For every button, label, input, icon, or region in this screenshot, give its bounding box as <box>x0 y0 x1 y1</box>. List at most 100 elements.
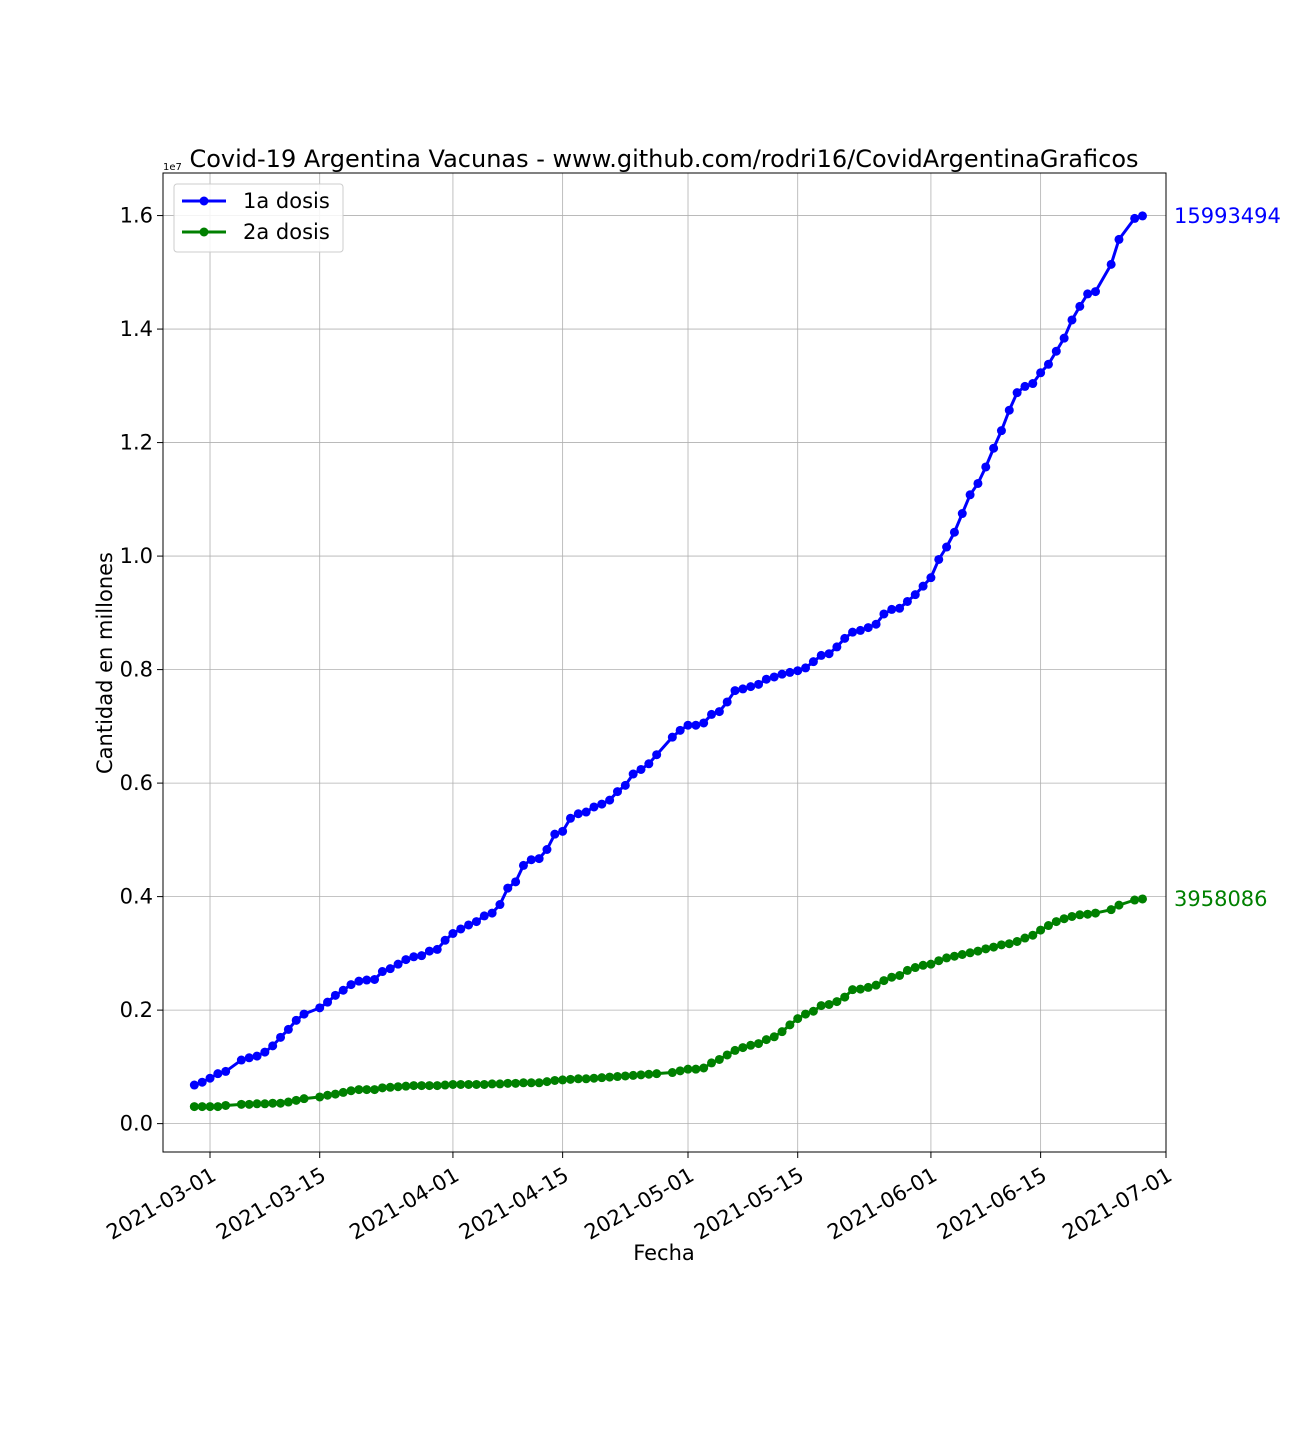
data-point <box>965 948 975 958</box>
data-point <box>291 1095 301 1105</box>
data-point <box>848 627 858 637</box>
data-point <box>1083 909 1093 919</box>
data-point <box>338 985 348 995</box>
data-point <box>1090 908 1100 918</box>
data-point <box>440 1080 450 1090</box>
data-point <box>730 686 740 696</box>
data-point <box>1043 359 1053 369</box>
data-point <box>863 623 873 633</box>
data-point <box>973 946 983 956</box>
data-point <box>738 1043 748 1053</box>
data-point <box>432 944 442 954</box>
data-point <box>902 965 912 975</box>
series-2 <box>189 894 1147 1112</box>
data-point <box>989 942 999 952</box>
data-point <box>636 764 646 774</box>
data-point <box>691 720 701 730</box>
data-point <box>754 679 764 689</box>
data-point <box>1036 368 1046 378</box>
y-axis-label: Cantidad en millones <box>93 552 117 774</box>
end-labels: 15993494 3958086 <box>1174 204 1281 911</box>
data-point <box>879 976 889 986</box>
data-point <box>957 949 967 959</box>
data-point <box>683 1064 693 1074</box>
data-point <box>1114 900 1124 910</box>
data-point <box>487 908 497 918</box>
data-point <box>887 972 897 982</box>
y-tick-label: 0.6 <box>120 771 153 795</box>
data-point <box>777 1027 787 1037</box>
data-point <box>511 877 521 887</box>
data-point <box>761 674 771 684</box>
data-point <box>268 1098 278 1108</box>
data-point <box>644 759 654 769</box>
data-point <box>816 1001 826 1011</box>
data-point <box>824 999 834 1009</box>
data-point <box>495 1079 505 1089</box>
data-point <box>260 1047 270 1057</box>
data-point <box>832 642 842 652</box>
x-tick-label: 2021-03-01 <box>102 1163 220 1245</box>
data-point <box>581 807 591 817</box>
data-point <box>1020 933 1030 943</box>
data-point <box>385 964 395 974</box>
data-point <box>840 992 850 1002</box>
data-point <box>605 795 615 805</box>
y-tick-label: 0.2 <box>120 998 153 1022</box>
legend-marker <box>199 227 209 237</box>
data-point <box>409 952 419 962</box>
data-point <box>910 963 920 973</box>
data-point <box>401 955 411 965</box>
data-point <box>448 1079 458 1089</box>
y-tick-label: 0.8 <box>120 658 153 682</box>
data-point <box>801 663 811 673</box>
data-point <box>1036 925 1046 935</box>
x-tick-label: 2021-05-01 <box>580 1163 698 1245</box>
data-point <box>934 554 944 564</box>
x-tick-label: 2021-04-15 <box>455 1163 573 1245</box>
data-point <box>1130 895 1140 905</box>
data-point <box>707 1058 717 1068</box>
data-point <box>299 1094 309 1104</box>
data-point <box>1043 921 1053 931</box>
data-point <box>448 928 458 938</box>
data-point <box>565 1074 575 1084</box>
data-point <box>401 1081 411 1091</box>
data-point <box>863 982 873 992</box>
data-point <box>573 1074 583 1084</box>
data-point <box>1051 917 1061 927</box>
data-point <box>534 854 544 864</box>
data-point <box>691 1064 701 1074</box>
data-point <box>471 1079 481 1089</box>
data-point <box>252 1051 262 1061</box>
data-point <box>879 609 889 619</box>
data-point <box>526 855 536 865</box>
series-end-label: 3958086 <box>1174 887 1268 911</box>
series-end-label: 15993494 <box>1174 204 1281 228</box>
data-point <box>855 625 865 635</box>
data-point <box>589 1073 599 1083</box>
data-point <box>205 1102 215 1112</box>
data-point <box>1059 333 1069 343</box>
data-point <box>996 426 1006 436</box>
data-point <box>667 732 677 742</box>
chart-title: Covid-19 Argentina Vacunas - www.github.… <box>189 145 1138 173</box>
data-point <box>323 1090 333 1100</box>
data-point <box>283 1024 293 1034</box>
data-point <box>965 490 975 500</box>
data-point <box>824 649 834 659</box>
data-point <box>338 1087 348 1097</box>
data-point <box>565 813 575 823</box>
data-point <box>816 650 826 660</box>
data-point <box>417 951 427 961</box>
data-point <box>252 1099 262 1109</box>
data-point <box>315 1092 325 1102</box>
data-point <box>1067 315 1077 325</box>
data-point <box>871 619 881 629</box>
data-point <box>683 720 693 730</box>
data-point <box>464 1079 474 1089</box>
data-point <box>354 1085 364 1095</box>
data-point <box>189 1102 199 1112</box>
data-point <box>793 1014 803 1024</box>
data-point <box>871 980 881 990</box>
